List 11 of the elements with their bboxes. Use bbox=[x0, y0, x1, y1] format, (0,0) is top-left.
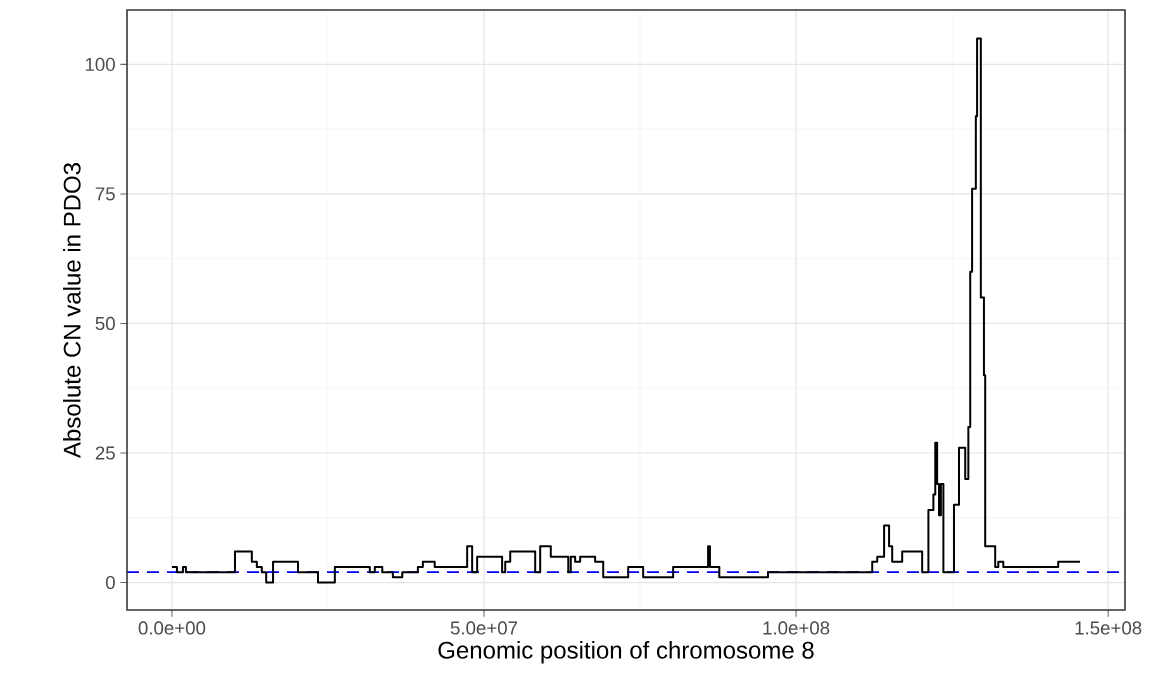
y-tick-label: 100 bbox=[85, 57, 115, 72]
x-tick-label: 1.0e+08 bbox=[763, 621, 830, 635]
x-axis-title: Genomic position of chromosome 8 bbox=[438, 641, 814, 664]
x-tick-label: 1.5e+08 bbox=[1075, 621, 1142, 635]
y-axis-title: Absolute CN value in PDO3 bbox=[63, 163, 81, 459]
y-tick-label: 25 bbox=[95, 446, 115, 460]
x-tick-label: 0.0e+00 bbox=[138, 621, 206, 635]
y-tick-label: 50 bbox=[95, 316, 115, 331]
y-tick-label: 0 bbox=[105, 575, 115, 590]
y-tick-label: 75 bbox=[95, 187, 115, 201]
x-tick-label: 5.0e+07 bbox=[450, 621, 518, 635]
